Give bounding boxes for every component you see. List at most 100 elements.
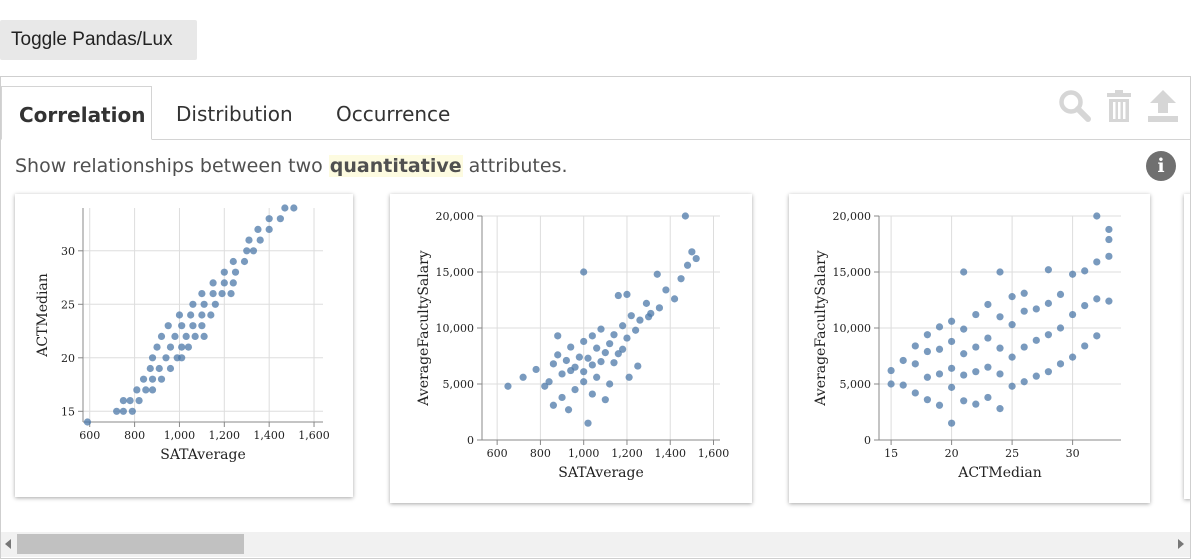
x-axis-label: ACTMedian	[957, 465, 1042, 481]
data-point	[972, 368, 980, 376]
export-icon[interactable]	[1146, 89, 1180, 123]
x-tick-label: 800	[530, 447, 551, 460]
data-point	[1105, 297, 1113, 305]
toggle-pandas-lux-button[interactable]: Toggle Pandas/Lux	[0, 20, 197, 60]
data-point	[532, 365, 540, 374]
data-point	[636, 316, 644, 324]
tab-description: Show relationships between two quantitat…	[15, 155, 567, 177]
data-point	[972, 310, 980, 319]
data-point	[887, 380, 895, 388]
points	[83, 204, 298, 426]
data-point	[164, 322, 172, 330]
data-point	[911, 389, 919, 397]
trash-icon[interactable]	[1102, 89, 1136, 123]
data-point	[597, 325, 605, 333]
data-point	[984, 363, 992, 371]
data-point	[276, 215, 284, 223]
data-point	[265, 225, 273, 233]
data-point	[198, 311, 206, 319]
scroll-left-arrow[interactable]	[5, 539, 11, 549]
data-point	[157, 375, 166, 383]
tab-occurrence[interactable]: Occurrence	[336, 102, 451, 126]
data-point	[549, 360, 557, 368]
data-point	[148, 386, 157, 394]
chart-card-2[interactable]: 600 800 1,000 1,200 1,400 1,600 0 5,000 10,000 15…	[390, 194, 752, 503]
data-point	[229, 257, 237, 266]
data-point	[588, 332, 596, 340]
data-point	[119, 397, 127, 405]
scrollbar-thumb[interactable]	[17, 534, 244, 554]
data-point	[634, 362, 642, 370]
tab-distribution[interactable]: Distribution	[176, 102, 293, 126]
data-point	[1008, 353, 1016, 361]
y-tick-label: 20,000	[436, 210, 475, 223]
tab-bar: Correlation Distribution Occurrence	[1, 77, 1190, 140]
chart-card-1[interactable]: 600 800 1,000 1,200 1,400 1,600 15 20 25 30 SATAve…	[15, 194, 353, 497]
data-point	[935, 345, 944, 353]
data-point	[187, 311, 195, 319]
data-point	[281, 204, 289, 212]
data-point	[960, 325, 968, 333]
chart-card-3[interactable]: 15 20 25 30 0 5,000 10,000 15,000 20,000 ACTMedia…	[789, 194, 1150, 503]
points	[887, 212, 1113, 427]
grid	[83, 208, 323, 422]
data-point	[960, 371, 968, 379]
chart-card-4-partial[interactable]	[1184, 194, 1190, 499]
data-point	[218, 290, 226, 298]
data-point	[692, 254, 700, 263]
data-point	[549, 401, 557, 409]
data-point	[681, 212, 689, 220]
data-point	[1008, 321, 1016, 329]
search-icon[interactable]	[1058, 89, 1092, 123]
data-point	[960, 397, 968, 405]
data-point	[1105, 235, 1113, 244]
data-point	[1081, 267, 1089, 275]
data-point	[146, 364, 154, 373]
data-point	[157, 332, 166, 340]
data-point	[677, 275, 685, 283]
data-point	[558, 393, 566, 402]
data-point	[911, 342, 919, 350]
data-point	[178, 354, 186, 362]
data-point	[935, 370, 944, 378]
y-tick-label: 0	[864, 434, 871, 447]
scroll-right-arrow[interactable]	[1178, 539, 1184, 549]
data-point	[996, 268, 1004, 276]
info-icon[interactable]: i	[1146, 151, 1176, 181]
data-point	[571, 386, 579, 394]
data-point	[133, 386, 141, 394]
data-point	[178, 322, 186, 330]
data-point	[227, 290, 235, 298]
data-point	[642, 299, 651, 307]
data-point	[610, 359, 618, 367]
y-tick-label: 5,000	[840, 378, 872, 391]
x-tick-label: 15	[884, 447, 898, 460]
data-point	[887, 366, 895, 375]
data-point	[996, 405, 1004, 413]
description-text-before: Show relationships between two	[15, 155, 329, 177]
data-point	[562, 356, 570, 365]
data-point	[1093, 332, 1101, 340]
data-point	[948, 419, 956, 427]
data-point	[584, 354, 592, 362]
data-point	[1032, 372, 1040, 380]
x-tick-label: 600	[487, 447, 508, 460]
data-point	[948, 337, 956, 346]
data-point	[162, 354, 170, 362]
data-point	[265, 215, 273, 223]
data-point	[1056, 324, 1065, 332]
data-point	[935, 401, 944, 409]
y-tick-label: 15	[61, 405, 75, 418]
description-text-after: attributes.	[462, 155, 568, 177]
data-point	[198, 290, 206, 298]
data-point	[229, 279, 237, 287]
data-point	[135, 397, 143, 405]
x-tick-label: 1,200	[611, 447, 643, 460]
tab-correlation[interactable]: Correlation	[1, 86, 152, 140]
horizontal-scrollbar[interactable]	[1, 532, 1190, 557]
data-point	[290, 204, 298, 212]
data-point	[220, 279, 228, 287]
y-tick-label: 20,000	[833, 210, 872, 223]
y-axis-label: AverageFacultySalary	[416, 250, 432, 406]
data-point	[1069, 310, 1077, 319]
